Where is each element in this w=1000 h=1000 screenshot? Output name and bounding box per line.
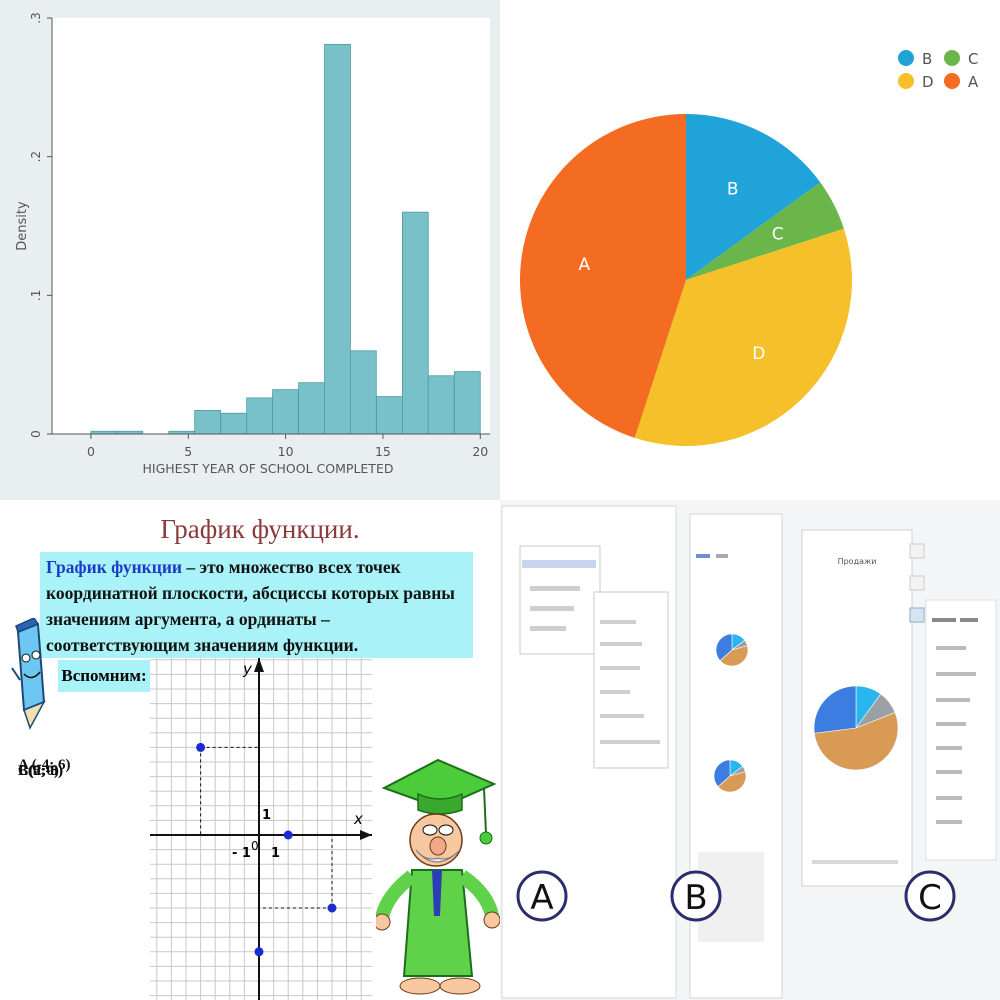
screen-c-chart-title: Продажи <box>838 557 877 566</box>
y-unit-label: 1 <box>262 808 271 823</box>
histogram-bar <box>246 397 273 435</box>
legend-label: B <box>922 50 932 68</box>
point-text-a: A (-4; 6) <box>18 757 71 773</box>
slide-title: График функции. <box>160 514 360 544</box>
label-a-circle <box>516 870 568 922</box>
y-tick-label: .2 <box>29 151 43 162</box>
y-axis-label: Density <box>15 201 30 251</box>
point-c <box>283 830 293 840</box>
label-b-circle <box>670 870 722 922</box>
histogram-bar <box>427 375 455 435</box>
legend-label: A <box>968 73 979 91</box>
pie-slice-label: A <box>579 255 591 275</box>
y-axis-arrow <box>254 658 264 672</box>
x-axis-name: x <box>353 810 363 828</box>
x-tick-label: 10 <box>278 444 294 459</box>
histogram-bar <box>298 382 325 435</box>
screen-a: A <box>501 505 677 999</box>
histogram-bar <box>350 350 377 435</box>
x-axis-arrow <box>360 830 372 840</box>
pie-chart: B C D A B C D A <box>519 50 979 447</box>
histogram-panel: 0 .1 .2 .3 0 5 10 15 20 Density HIGHEST YEAR OF… <box>0 0 500 500</box>
y-tick-label: 0 <box>29 430 43 438</box>
pie-slice-a <box>519 114 686 438</box>
label-c: C <box>918 878 942 918</box>
screen-c: Продажи C <box>801 529 997 922</box>
minus-one-label: - 1 <box>232 846 251 861</box>
legend-label: C <box>968 50 978 68</box>
origin-label: 0 <box>251 839 259 853</box>
legend-swatch <box>944 73 960 89</box>
histogram-bar <box>401 211 429 435</box>
pie-panel: B C D A B C D A <box>500 0 1000 500</box>
coordinate-plane: x y 1 1 - 1 0 <box>150 658 372 1000</box>
thumbnail-pie-slice <box>713 759 731 788</box>
screenshots-panel: A B Продажи <box>500 500 1000 1000</box>
point-e <box>327 903 337 913</box>
histogram-bar <box>324 43 351 435</box>
y-tick-label: .3 <box>29 12 43 23</box>
definition-term: График функции <box>46 557 183 577</box>
pie-slice-label: C <box>772 224 784 244</box>
y-tick-label: .1 <box>29 290 43 301</box>
pie-slice-label: D <box>752 344 765 364</box>
label-c-circle <box>904 870 956 922</box>
point-a <box>196 742 206 752</box>
math-slide-panel: График функции. График функции – это мно… <box>0 500 500 1000</box>
histogram-bar <box>376 396 403 435</box>
pie-slice-c <box>686 182 844 280</box>
y-axis-name: y <box>242 660 253 678</box>
x-tick-label: 15 <box>375 444 391 459</box>
x-unit-label: 1 <box>271 846 280 861</box>
preview-pie-slice <box>813 685 857 734</box>
histogram-bar <box>453 371 481 435</box>
point-text-b: B(0;-8) <box>18 763 63 779</box>
professor-character-illustration <box>376 758 500 995</box>
histogram-bar <box>220 412 248 435</box>
pencil-character-illustration <box>11 618 46 730</box>
definition-text: – это множество всех точек координатной … <box>46 557 455 655</box>
point-text-c: C(2;0) <box>18 763 59 779</box>
point-b <box>254 947 264 957</box>
legend-label: D <box>922 73 934 91</box>
thumbnail-pie-slice <box>717 771 747 793</box>
screen-b: B <box>670 513 783 999</box>
x-tick-label: 5 <box>184 444 192 459</box>
legend-swatch <box>898 50 914 66</box>
pie-slice-label: B <box>727 179 739 199</box>
histogram-bar <box>272 389 299 435</box>
excel-screenshots-collage: A B Продажи <box>500 500 1000 1000</box>
x-tick-label: 20 <box>472 444 488 459</box>
thumbnail-pie-slice <box>715 633 733 662</box>
legend-swatch <box>898 73 914 89</box>
histogram-bar <box>194 410 221 435</box>
recall-label: Вспомним: <box>58 660 150 692</box>
preview-pie-slice <box>813 712 899 771</box>
pie-slice-b <box>686 114 821 280</box>
x-tick-label: 0 <box>87 444 95 459</box>
pie-slice-d <box>634 228 852 447</box>
label-a: A <box>530 878 553 918</box>
label-b: B <box>684 878 707 918</box>
point-text-e: E(5;-5) <box>18 763 63 779</box>
definition-box: График функции – это множество всех точе… <box>40 552 473 658</box>
thumbnail-pie-slice <box>719 645 749 667</box>
x-axis-label: HIGHEST YEAR OF SCHOOL COMPLETED <box>143 461 394 476</box>
histogram-chart: 0 .1 .2 .3 0 5 10 15 20 Density HIGHEST YEAR OF… <box>15 12 490 476</box>
legend-swatch <box>944 50 960 66</box>
